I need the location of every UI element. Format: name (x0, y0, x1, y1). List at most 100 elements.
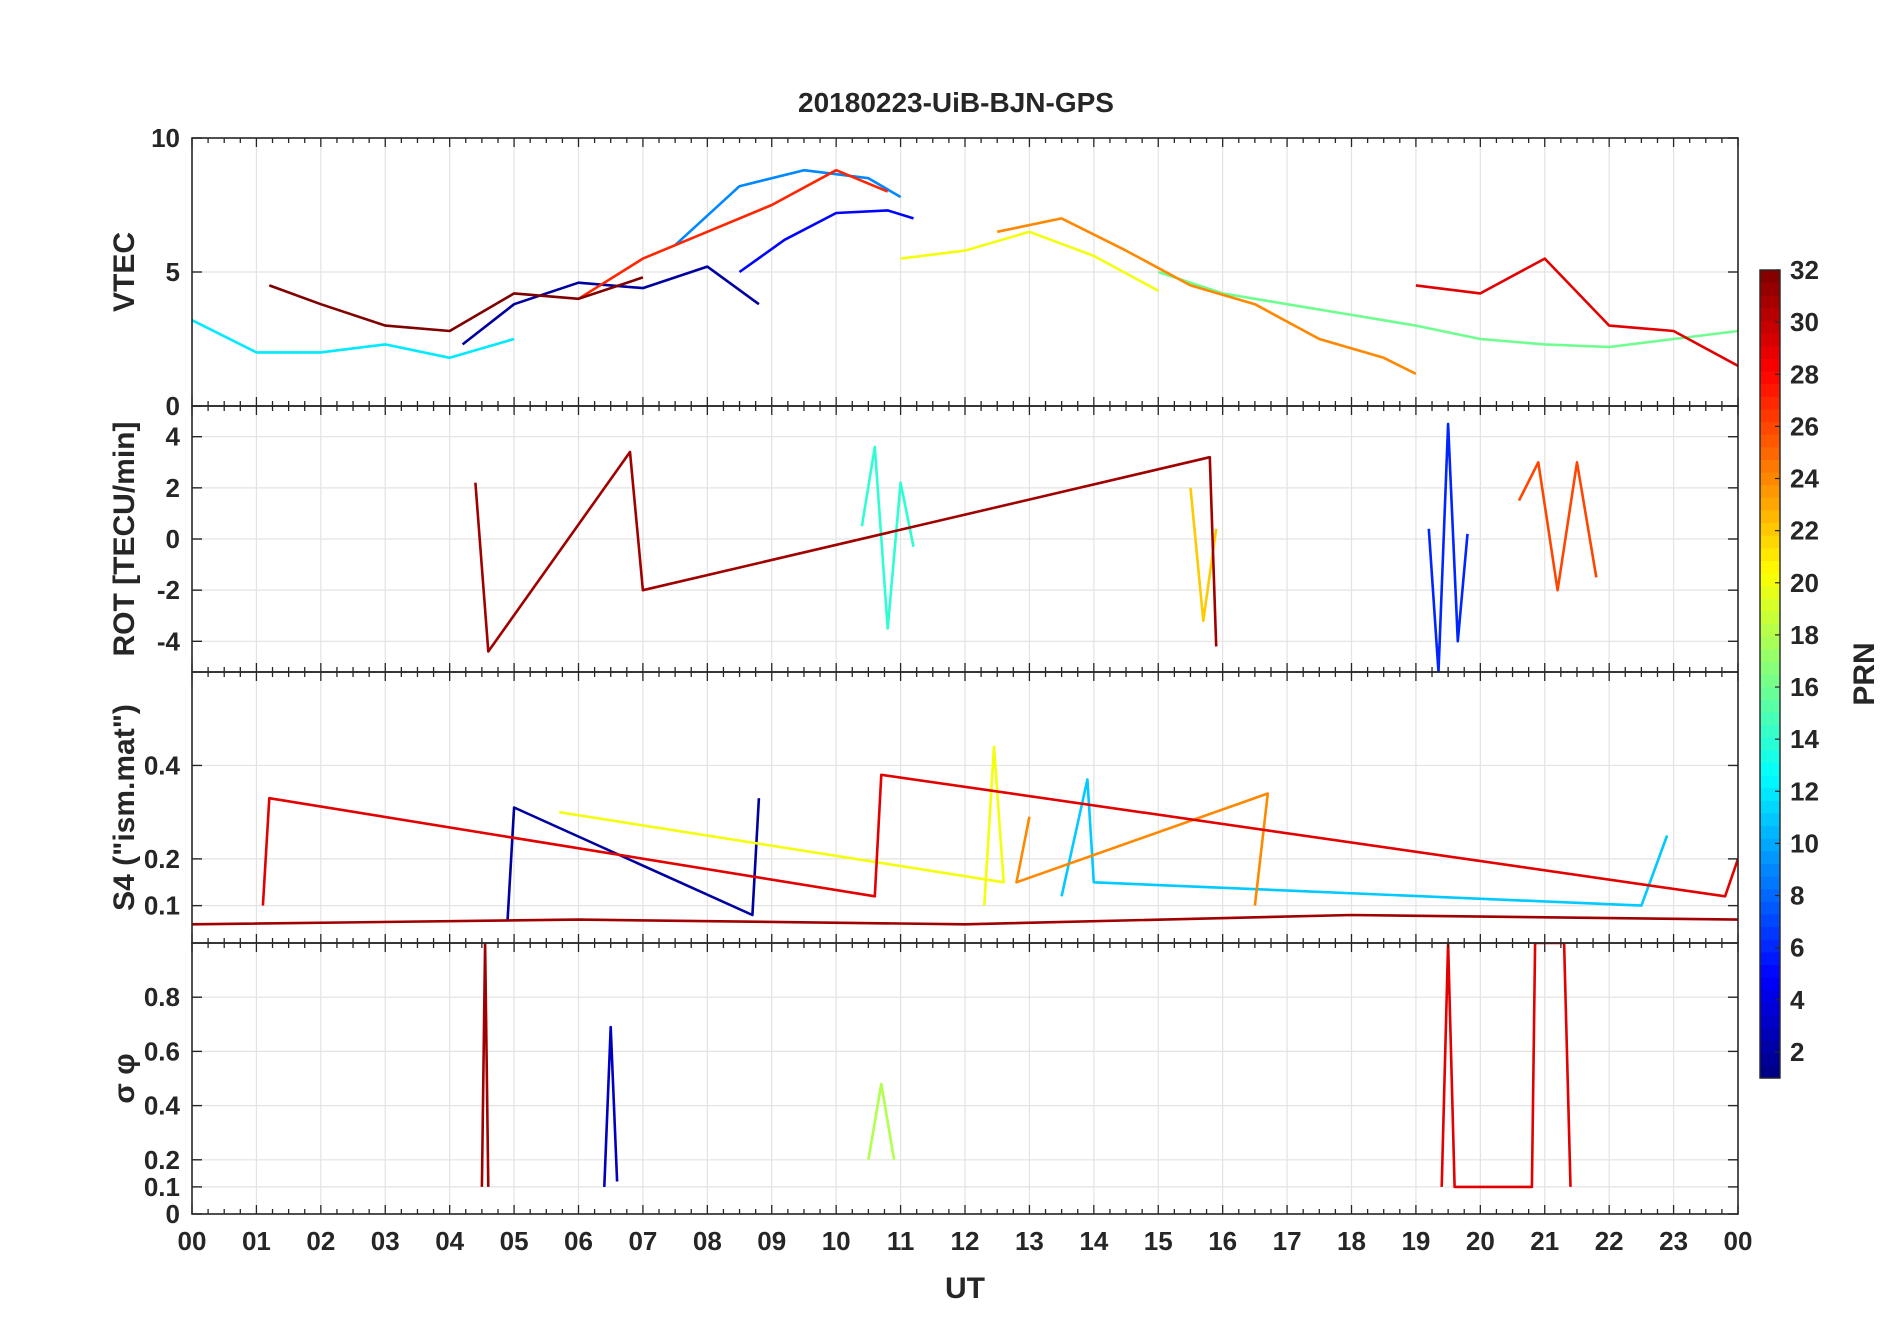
series-line-prn-31 (474, 450, 1218, 653)
y-tick-label: 0.8 (144, 982, 180, 1012)
x-tick-label: 05 (500, 1226, 529, 1256)
series-line-prn-12 (192, 319, 515, 360)
series-line-prn-22 (1189, 487, 1218, 623)
colorbar-segment (1760, 1052, 1780, 1066)
colorbar-segment (1760, 497, 1780, 511)
colorbar-segment (1760, 749, 1780, 763)
y-tick-label: 0 (166, 1199, 180, 1229)
x-tick-label: 07 (628, 1226, 657, 1256)
colorbar-segment (1760, 812, 1780, 827)
colorbar-segment (1760, 270, 1780, 284)
series-line-prn-20 (558, 745, 1006, 906)
colorbar-segment (1760, 825, 1780, 839)
series-group (474, 422, 1598, 672)
y-axis-label: VTEC (108, 232, 141, 312)
colorbar-segment (1760, 358, 1780, 372)
colorbar-frame (1759, 269, 1781, 1079)
x-tick-label: 18 (1337, 1226, 1366, 1256)
x-tick-label: 23 (1659, 1226, 1688, 1256)
colorbar-segment (1760, 926, 1780, 940)
colorbar-segment (1760, 762, 1780, 776)
series-line-prn-2 (461, 265, 760, 346)
colorbar-segment (1760, 282, 1780, 296)
y-tick-label: 0.4 (144, 750, 181, 780)
colorbar-segment (1760, 585, 1780, 599)
x-tick-label: 21 (1530, 1226, 1559, 1256)
x-axis-label: UT (945, 1272, 985, 1305)
series-group (192, 168, 1738, 375)
colorbar-segment (1760, 560, 1780, 574)
y-axis-label: ROT [TECU/min] (108, 422, 141, 657)
x-tick-label: 17 (1273, 1226, 1302, 1256)
x-tick-label: 15 (1144, 1226, 1173, 1256)
colorbar-tick-label: 12 (1790, 776, 1819, 806)
y-tick-label: 0.1 (144, 1172, 180, 1202)
y-tick-label: 0 (166, 524, 180, 554)
colorbar-segment (1760, 1014, 1780, 1029)
x-tick-label: 13 (1015, 1226, 1044, 1256)
colorbar-segment (1760, 800, 1780, 814)
y-tick-label: 0.2 (144, 1145, 180, 1175)
series-line-prn-31 (480, 943, 490, 1187)
series-line-prn-3 (603, 1025, 619, 1187)
colorbar-tick-label: 24 (1790, 464, 1819, 494)
x-tick-label: 19 (1401, 1226, 1430, 1256)
colorbar-segment (1760, 408, 1780, 423)
colorbar-segment (1760, 863, 1780, 877)
colorbar-segment (1760, 989, 1780, 1003)
series-line-prn-24 (1015, 792, 1270, 906)
series-group (480, 943, 1572, 1189)
series-line-prn-20 (900, 230, 1159, 292)
series-line-prn-6 (1427, 422, 1469, 672)
colorbar-segment (1760, 345, 1780, 359)
colorbar-segment (1760, 1040, 1780, 1054)
colorbar-segment (1760, 307, 1780, 322)
colorbar-tick-label: 16 (1790, 672, 1819, 702)
colorbar-segment (1760, 686, 1780, 700)
colorbar-tick-label: 2 (1790, 1037, 1804, 1067)
x-tick-label: 03 (371, 1226, 400, 1256)
x-tick-label: 00 (178, 1226, 207, 1256)
y-tick-label: 0.4 (144, 1091, 181, 1121)
colorbar-segment (1760, 434, 1780, 448)
colorbar-segment (1760, 371, 1780, 385)
x-tick-label: 11 (887, 1226, 915, 1256)
series-line-prn-26 (1517, 460, 1598, 592)
x-tick-label: 10 (822, 1226, 851, 1256)
colorbar-tick-label: 6 (1790, 933, 1804, 963)
colorbar-segment (1760, 737, 1780, 751)
colorbar-tick-label: 10 (1790, 828, 1819, 858)
x-tick-label: 01 (242, 1226, 271, 1256)
colorbar-segment (1760, 775, 1780, 789)
colorbar-segment (1760, 964, 1780, 978)
x-tick-label: 20 (1466, 1226, 1495, 1256)
colorbar-segment (1760, 333, 1780, 347)
colorbar-segment (1760, 913, 1780, 928)
colorbar-segment (1760, 939, 1780, 953)
colorbar-segment (1760, 1065, 1780, 1079)
colorbar-tick-label: 32 (1790, 255, 1819, 285)
y-tick-label: 0.1 (144, 891, 180, 921)
colorbar-segment (1760, 396, 1780, 410)
colorbar-tick-label: 28 (1790, 359, 1819, 389)
series-line-prn-16 (1157, 270, 1738, 349)
colorbar-segment (1760, 535, 1780, 549)
panel-vtec: 0 5 10 VTEC (108, 123, 1739, 421)
x-tick-label: 02 (306, 1226, 335, 1256)
x-tick-label: 16 (1208, 1226, 1237, 1256)
y-tick-label: -2 (157, 575, 180, 605)
colorbar-segment (1760, 446, 1780, 460)
x-tick-label: 22 (1595, 1226, 1624, 1256)
y-axis-label: S4 ("ism.mat") (108, 704, 141, 911)
colorbar-segment (1760, 573, 1780, 587)
colorbar-segment (1760, 787, 1780, 801)
colorbar-segment (1760, 724, 1780, 738)
series-group (192, 745, 1738, 926)
x-tick-label: 04 (435, 1226, 464, 1256)
colorbar-segment (1760, 636, 1780, 650)
colorbar-segment (1760, 850, 1780, 864)
colorbar-label: PRN (1848, 642, 1881, 705)
y-tick-label: 10 (151, 123, 180, 153)
